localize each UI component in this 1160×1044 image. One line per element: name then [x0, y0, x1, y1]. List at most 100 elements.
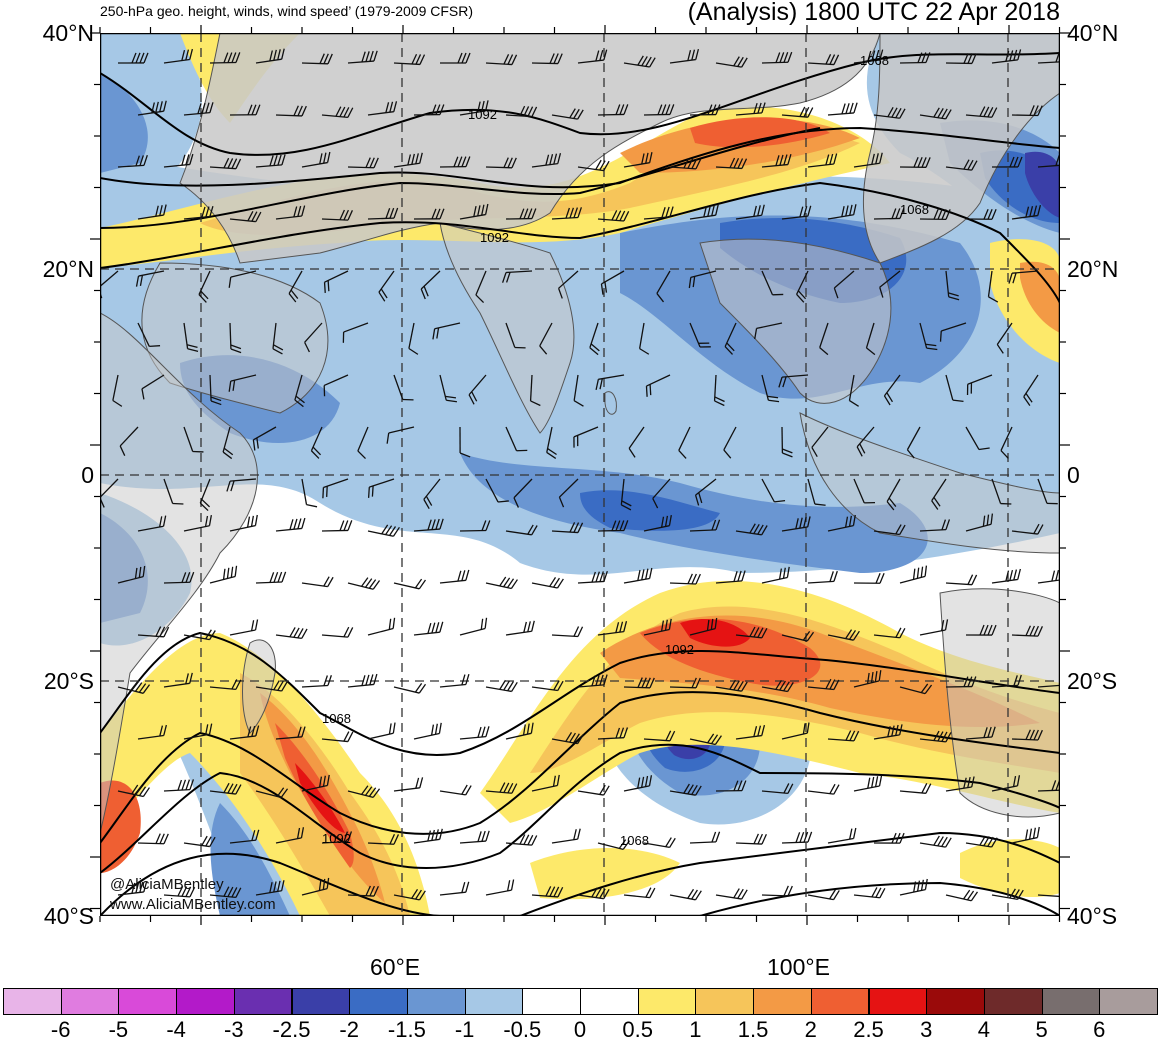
wind-barb [899, 683, 933, 695]
map-border [100, 33, 1060, 916]
wind-barb [856, 426, 875, 457]
wind-barb [505, 426, 528, 452]
wind-barb [991, 478, 1012, 505]
wind-barb [529, 374, 541, 407]
wind-barb [322, 478, 349, 499]
colorbar-swatch [118, 988, 178, 1015]
wind-barb [577, 159, 610, 172]
wind-barb [323, 270, 349, 293]
colorbar-label: 0.5 [622, 1017, 653, 1042]
wind-barb [229, 322, 242, 354]
wind-barb [321, 626, 354, 638]
colorbar-label: -3 [224, 1017, 244, 1042]
wind-barb [597, 210, 630, 222]
wind-barb [459, 203, 489, 220]
wind-barb [557, 270, 579, 299]
wind-barb [323, 374, 349, 397]
wind-barb [595, 374, 625, 390]
wind-barb [945, 676, 977, 688]
lat-label-left: 20°N [42, 256, 94, 282]
wind-barb [163, 886, 196, 898]
wind-barb [459, 100, 489, 116]
lat-label-right: 0 [1067, 462, 1080, 488]
wind-barb [931, 478, 947, 510]
wind-barb [761, 154, 792, 168]
wind-barb [321, 731, 354, 743]
colorbar-swatch [1099, 988, 1158, 1015]
wind-barb [991, 674, 1022, 688]
lat-label-left: 40°N [42, 20, 94, 46]
wind-barb [183, 322, 199, 352]
analysis-time: (Analysis) 1800 UTC 22 Apr 2018 [687, 0, 1060, 26]
wind-barb [117, 881, 148, 896]
wind-barb [827, 730, 860, 742]
wind-barb [272, 322, 284, 355]
wind-barb [513, 478, 533, 508]
wind-barb [551, 522, 584, 534]
wind-barb [255, 48, 285, 64]
wind-barb [531, 53, 563, 65]
wind-barb [827, 102, 858, 116]
wind-barb [715, 888, 748, 900]
wind-barb [137, 626, 170, 638]
credit-twitter: @AliciaMBentley [110, 876, 224, 893]
wind-barb [321, 831, 353, 844]
wind-barb [652, 478, 671, 509]
anomaly-plus-0.5-south-centre [530, 848, 680, 900]
wind-barb [827, 629, 860, 641]
wind-barb [577, 784, 610, 796]
wind-barb [459, 426, 471, 458]
wind-barb [252, 426, 277, 451]
wind-barb [393, 53, 426, 66]
wind-barb [623, 775, 653, 792]
wind-barb [796, 270, 809, 303]
wind-barb [505, 722, 534, 740]
wind-barb [643, 618, 672, 636]
wind-barb [439, 569, 470, 584]
anomaly-plus-2-north-jet [690, 117, 830, 148]
wind-barb [531, 886, 564, 898]
wind-barb [199, 478, 211, 512]
wind-barb [807, 478, 826, 506]
wind-barb [485, 576, 518, 590]
wind-barb [991, 888, 1024, 901]
wind-barb [137, 204, 167, 220]
wind-barb [965, 208, 997, 220]
colorbar-swatch [983, 988, 1043, 1015]
wind-barb [853, 478, 876, 504]
colorbar-swatch [868, 988, 928, 1015]
wind-barb [209, 679, 242, 691]
wind-barb [439, 784, 472, 796]
wind-barb [321, 209, 353, 221]
wind-barb [301, 478, 318, 508]
wind-barb [413, 722, 442, 740]
colorbar-swatch [580, 988, 639, 1015]
wind-barb [873, 208, 905, 220]
wind-barb [715, 679, 748, 692]
wind-barb [485, 54, 518, 66]
wind-barb [393, 578, 427, 590]
anomaly-plus-1.5-se-asia [1020, 261, 1060, 333]
wind-barb [347, 673, 378, 688]
wind-barb [117, 154, 148, 168]
wind-barb [301, 774, 330, 792]
colorbar-swatch [810, 988, 870, 1015]
wind-barb [991, 156, 1023, 168]
wind-barb [1011, 523, 1044, 535]
lat-label-left: 40°S [43, 903, 94, 929]
wind-barb [715, 56, 748, 68]
height-contour [100, 52, 1060, 156]
wind-barb [883, 374, 901, 406]
wind-barb [715, 570, 746, 584]
colorbar-swatch [753, 988, 812, 1015]
wind-barb [505, 620, 535, 636]
wind-barb [367, 478, 395, 498]
colorbar-swatch [406, 988, 466, 1015]
contour-label: 1092 [480, 230, 509, 245]
wind-barb [597, 727, 629, 740]
wind-barb [853, 887, 886, 899]
wind-barb [183, 835, 216, 848]
wind-barb [689, 617, 718, 636]
wind-barb [735, 204, 765, 220]
colorbar-label: 1.5 [737, 1017, 769, 1042]
